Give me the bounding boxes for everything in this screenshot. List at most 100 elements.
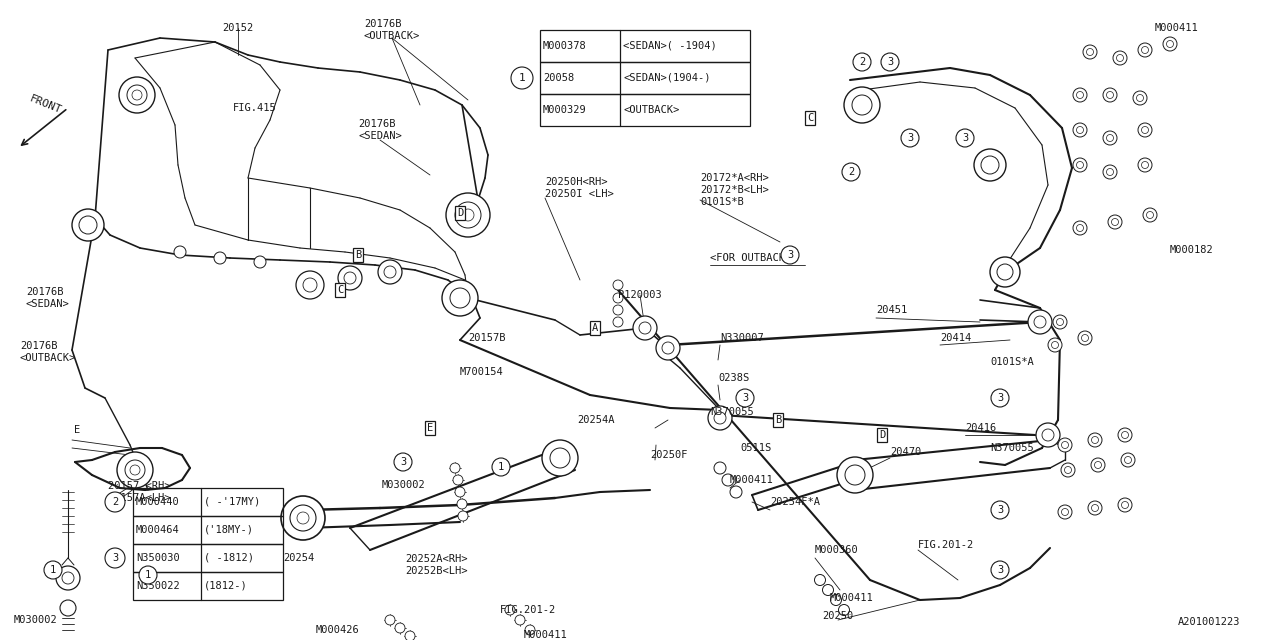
Text: 1: 1	[498, 462, 504, 472]
Text: 2: 2	[847, 167, 854, 177]
Circle shape	[837, 457, 873, 493]
Circle shape	[1051, 342, 1059, 349]
Text: 20254A: 20254A	[577, 415, 614, 425]
Circle shape	[1114, 51, 1126, 65]
Circle shape	[1061, 442, 1069, 449]
Text: 20176B
<OUTBACK>: 20176B <OUTBACK>	[364, 19, 420, 41]
Text: FIG.415: FIG.415	[233, 103, 276, 113]
Circle shape	[901, 129, 919, 147]
Circle shape	[127, 85, 147, 105]
Circle shape	[956, 129, 974, 147]
Text: M000411: M000411	[524, 630, 568, 640]
Circle shape	[997, 264, 1012, 280]
Circle shape	[1059, 505, 1073, 519]
Circle shape	[1092, 436, 1098, 444]
Circle shape	[1138, 123, 1152, 137]
Bar	[133, 572, 283, 600]
Circle shape	[462, 209, 474, 221]
Circle shape	[1083, 45, 1097, 59]
Text: 2: 2	[111, 497, 118, 507]
Circle shape	[525, 625, 535, 635]
Circle shape	[730, 486, 742, 498]
Circle shape	[1142, 161, 1148, 168]
Circle shape	[1121, 431, 1129, 438]
Circle shape	[454, 202, 481, 228]
Text: 20252A<RH>
20252B<LH>: 20252A<RH> 20252B<LH>	[404, 554, 467, 576]
Text: 3: 3	[997, 505, 1004, 515]
Circle shape	[105, 548, 125, 568]
Circle shape	[991, 389, 1009, 407]
Circle shape	[1088, 501, 1102, 515]
Circle shape	[174, 246, 186, 258]
Circle shape	[708, 406, 732, 430]
Text: 0511S: 0511S	[740, 443, 772, 453]
Text: M030002: M030002	[13, 615, 56, 625]
Text: P120003: P120003	[618, 290, 662, 300]
Circle shape	[214, 252, 227, 264]
Text: M000411: M000411	[1155, 23, 1199, 33]
Circle shape	[1053, 315, 1068, 329]
Text: ( -1812): ( -1812)	[204, 553, 253, 563]
Circle shape	[1065, 467, 1071, 474]
Text: FIG.201-2: FIG.201-2	[500, 605, 557, 615]
Circle shape	[454, 487, 465, 497]
Circle shape	[56, 566, 79, 590]
Circle shape	[989, 257, 1020, 287]
Circle shape	[1106, 168, 1114, 175]
Text: 20152: 20152	[223, 23, 253, 33]
Circle shape	[714, 412, 726, 424]
Circle shape	[44, 561, 61, 579]
Text: <SEDAN>( -1904): <SEDAN>( -1904)	[623, 41, 717, 51]
Circle shape	[404, 631, 415, 640]
Text: N350030: N350030	[136, 553, 179, 563]
Circle shape	[396, 623, 404, 633]
Circle shape	[1111, 218, 1119, 225]
Circle shape	[119, 77, 155, 113]
Circle shape	[253, 256, 266, 268]
Circle shape	[384, 266, 396, 278]
Circle shape	[282, 496, 325, 540]
Text: FRONT: FRONT	[28, 93, 63, 115]
Circle shape	[1142, 127, 1148, 134]
Circle shape	[1138, 158, 1152, 172]
Circle shape	[1073, 123, 1087, 137]
Circle shape	[72, 209, 104, 241]
Text: <SEDAN>(1904-): <SEDAN>(1904-)	[623, 73, 710, 83]
Circle shape	[613, 280, 623, 290]
Bar	[133, 516, 283, 544]
Circle shape	[1121, 453, 1135, 467]
Circle shape	[1164, 37, 1178, 51]
Circle shape	[1036, 423, 1060, 447]
Text: 0101S*A: 0101S*A	[989, 357, 1034, 367]
Text: 1: 1	[145, 570, 151, 580]
Circle shape	[1082, 335, 1088, 342]
Circle shape	[1166, 40, 1174, 47]
Text: 20250: 20250	[822, 611, 854, 621]
Circle shape	[1147, 211, 1153, 218]
Text: 20172*A<RH>
20172*B<LH>
0101S*B: 20172*A<RH> 20172*B<LH> 0101S*B	[700, 173, 769, 207]
Text: <FOR OUTBACK>: <FOR OUTBACK>	[710, 253, 791, 263]
Circle shape	[852, 95, 872, 115]
Text: M000426: M000426	[316, 625, 360, 635]
Circle shape	[781, 246, 799, 264]
Text: M700154: M700154	[460, 367, 504, 377]
Circle shape	[132, 90, 142, 100]
Circle shape	[814, 575, 826, 586]
Circle shape	[1108, 215, 1123, 229]
Text: C: C	[806, 113, 813, 123]
Circle shape	[1103, 88, 1117, 102]
Circle shape	[385, 615, 396, 625]
Text: 20176B
<SEDAN>: 20176B <SEDAN>	[26, 287, 69, 309]
Text: 0238S: 0238S	[718, 373, 749, 383]
Circle shape	[613, 317, 623, 327]
Text: E: E	[426, 423, 433, 433]
Text: 20176B
<OUTBACK>: 20176B <OUTBACK>	[20, 341, 77, 363]
Text: E: E	[74, 425, 81, 435]
Circle shape	[457, 499, 467, 509]
Circle shape	[844, 87, 881, 123]
Circle shape	[140, 566, 157, 584]
Circle shape	[1061, 463, 1075, 477]
Circle shape	[1028, 310, 1052, 334]
Circle shape	[1143, 208, 1157, 222]
Circle shape	[639, 322, 652, 334]
